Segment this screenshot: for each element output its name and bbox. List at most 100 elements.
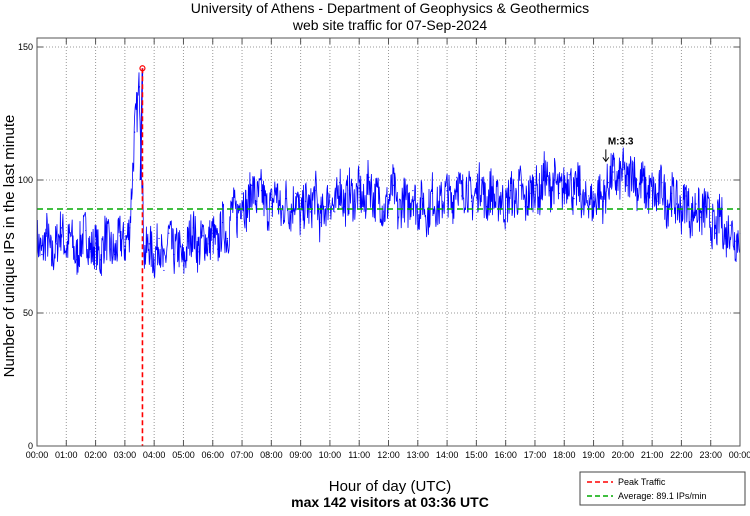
- data-point: [41, 253, 43, 256]
- data-point: [519, 184, 521, 186]
- data-point: [348, 190, 351, 192]
- data-point: [666, 206, 668, 208]
- data-point: [505, 208, 507, 210]
- data-point: [202, 235, 204, 237]
- data-point: [475, 192, 477, 194]
- data-point: [636, 190, 639, 192]
- data-point: [553, 179, 556, 181]
- data-point: [280, 216, 282, 218]
- data-point: [114, 253, 116, 256]
- x-tick-label: 07:00: [231, 450, 254, 460]
- y-tick-label: 0: [28, 441, 33, 451]
- plot-frame: [36, 37, 741, 447]
- data-point: [192, 227, 194, 229]
- data-point: [431, 192, 434, 194]
- x-tick-label: 17:00: [524, 450, 547, 460]
- data-point: [578, 182, 580, 184]
- data-point: [426, 216, 429, 218]
- x-tick-label: 08:00: [260, 450, 283, 460]
- legend-average-label: Average: 89.1 IPs/min: [618, 491, 706, 501]
- chart-subtitle: web site traffic for 07-Sep-2024: [292, 17, 488, 33]
- data-point: [309, 211, 311, 213]
- data-point: [314, 190, 316, 192]
- data-point: [675, 203, 678, 205]
- plot-area: M:3.3: [36, 65, 741, 446]
- data-point: [602, 200, 604, 202]
- data-point: [163, 269, 165, 272]
- data-point: [295, 192, 297, 194]
- data-point: [544, 171, 546, 173]
- legend-peak-label: Peak Traffic: [618, 477, 666, 487]
- x-tick-label: 18:00: [553, 450, 576, 460]
- data-point: [177, 245, 180, 248]
- data-point: [451, 206, 453, 208]
- data-point: [661, 182, 663, 184]
- data-point: [724, 237, 726, 240]
- data-point: [485, 206, 487, 208]
- data-point: [402, 195, 404, 197]
- data-point: [300, 219, 302, 221]
- data-point: [265, 208, 268, 210]
- x-tick-label: 00:00: [26, 450, 49, 460]
- data-point: [51, 259, 53, 261]
- data-point: [109, 248, 111, 250]
- legend: Peak Traffic Average: 89.1 IPs/min: [579, 471, 746, 506]
- x-tick-label: 11:00: [348, 450, 370, 460]
- data-point: [500, 195, 502, 197]
- data-point: [212, 232, 214, 234]
- data-point: [187, 240, 189, 242]
- data-point: [290, 211, 292, 213]
- data-point: [153, 259, 155, 261]
- x-tick-label: 01:00: [55, 450, 78, 460]
- data-point: [680, 211, 683, 213]
- data-point: [260, 190, 263, 192]
- x-tick-label: 06:00: [201, 450, 224, 460]
- data-point: [456, 176, 458, 178]
- data-point: [138, 86, 141, 88]
- data-point: [246, 211, 248, 213]
- data-point: [607, 182, 609, 184]
- y-tick-label: 100: [18, 175, 33, 185]
- data-point: [324, 206, 326, 208]
- data-point: [705, 206, 707, 208]
- data-point: [285, 198, 287, 200]
- data-point: [90, 251, 92, 253]
- x-tick-label: 20:00: [612, 450, 635, 460]
- data-point: [221, 221, 224, 224]
- series-line: [36, 72, 740, 278]
- data-point: [378, 192, 380, 194]
- data-point: [480, 179, 482, 181]
- x-tick-label: 15:00: [465, 450, 488, 460]
- data-point: [690, 219, 692, 221]
- data-point: [514, 200, 517, 202]
- data-point: [241, 192, 243, 194]
- data-point: [524, 206, 526, 208]
- annotation-arrowhead-icon: [602, 157, 610, 163]
- data-point: [407, 206, 409, 208]
- peak-marker: [139, 65, 146, 72]
- data-point: [124, 245, 126, 248]
- data-point: [65, 248, 67, 250]
- data-point: [368, 176, 370, 178]
- data-point: [319, 221, 321, 224]
- data-point: [592, 206, 595, 208]
- data-point: [358, 187, 360, 189]
- x-tick-label: 19:00: [582, 450, 605, 460]
- data-point: [143, 253, 146, 256]
- data-point: [334, 211, 336, 213]
- max-summary: max 142 visitors at 03:36 UTC: [291, 494, 489, 510]
- data-point: [695, 203, 697, 205]
- x-tick-label: 12:00: [377, 450, 400, 460]
- data-point: [651, 190, 653, 192]
- data-point: [129, 227, 131, 229]
- data-point: [685, 195, 687, 197]
- data-point: [466, 184, 468, 186]
- data-point: [539, 195, 541, 197]
- data-point: [226, 237, 228, 240]
- data-point: [173, 253, 175, 256]
- data-point: [617, 184, 619, 186]
- grid: [37, 38, 740, 446]
- x-tick-label: 00:00: [729, 450, 750, 460]
- data-point: [251, 184, 253, 186]
- data-point: [104, 232, 106, 234]
